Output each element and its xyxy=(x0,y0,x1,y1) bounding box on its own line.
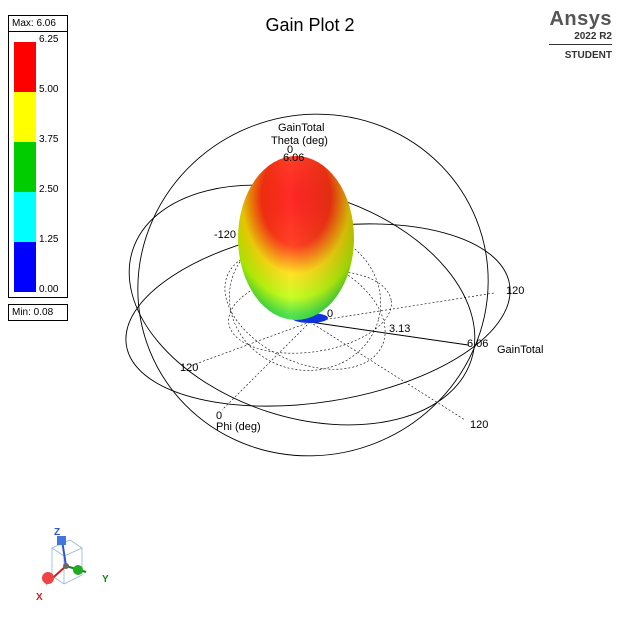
axis-line-dashed xyxy=(189,321,311,367)
quantity-title: GainTotal xyxy=(278,122,324,134)
radial-axis-label: GainTotal xyxy=(497,344,543,356)
radial-axis-line xyxy=(309,321,469,346)
theta-axis-title: Theta (deg) xyxy=(271,135,328,147)
axis-line-dashed xyxy=(309,321,466,421)
triad-z-label: Z xyxy=(54,527,60,538)
brand-edition: STUDENT xyxy=(564,50,612,61)
theta-neg120-label: -120 xyxy=(214,229,236,241)
axis-line-dashed xyxy=(221,321,311,411)
legend-tick: 2.50 xyxy=(39,184,59,195)
legend-color-scale: 6.25 5.00 3.75 2.50 1.25 0.00 xyxy=(8,32,68,298)
legend-tick: 0.00 xyxy=(39,284,59,295)
orientation-triad[interactable]: Z Y X xyxy=(36,527,109,603)
radial-max-label: 6.06 xyxy=(467,338,488,350)
phi-120-label: 120 xyxy=(506,285,524,297)
triad-x-label: X xyxy=(36,592,43,603)
legend-min-label: Min: 0.08 xyxy=(8,304,68,321)
legend-tick: 5.00 xyxy=(39,84,59,95)
legend-band-cyan xyxy=(14,192,36,242)
legend-tick: 1.25 xyxy=(39,234,59,245)
theta-120-label: 120 xyxy=(470,419,488,431)
legend-max-label: Max: 6.06 xyxy=(8,15,68,32)
inner-ring-dashed xyxy=(229,229,381,371)
legend-tick: 3.75 xyxy=(39,134,59,145)
legend-band-blue xyxy=(14,242,36,292)
ansys-logo: Ansys 2022 R2 STUDENT xyxy=(549,8,612,61)
radial-max-top-label: 6.06 xyxy=(283,152,304,164)
legend-tick: 6.25 xyxy=(39,34,59,45)
legend-band-green xyxy=(14,142,36,192)
color-legend: Max: 6.06 6.25 5.00 3.75 2.50 1.25 0.00 … xyxy=(8,15,68,321)
radial-origin-label: 0 xyxy=(327,308,333,320)
theta-zero-label: 0 xyxy=(287,144,293,156)
legend-band-yellow xyxy=(14,92,36,142)
inner-ring-dashed xyxy=(228,270,392,354)
legend-band-red xyxy=(14,42,36,92)
plot-title: Gain Plot 2 xyxy=(265,15,355,35)
brand-version: 2022 R2 xyxy=(549,31,612,45)
phi-zero-label: 0 xyxy=(216,410,222,422)
inner-ring-dashed xyxy=(224,250,386,370)
radiation-lobe-3d[interactable] xyxy=(238,156,354,323)
phi-120-label: 120 xyxy=(180,362,198,374)
radial-mid-label: 3.13 xyxy=(389,323,410,335)
triad-y-label: Y xyxy=(102,574,109,585)
phi-axis-title: Phi (deg) xyxy=(216,421,261,433)
brand-name: Ansys xyxy=(549,8,612,30)
theta-plane-ring xyxy=(137,113,489,457)
axis-line-dashed xyxy=(309,292,495,323)
